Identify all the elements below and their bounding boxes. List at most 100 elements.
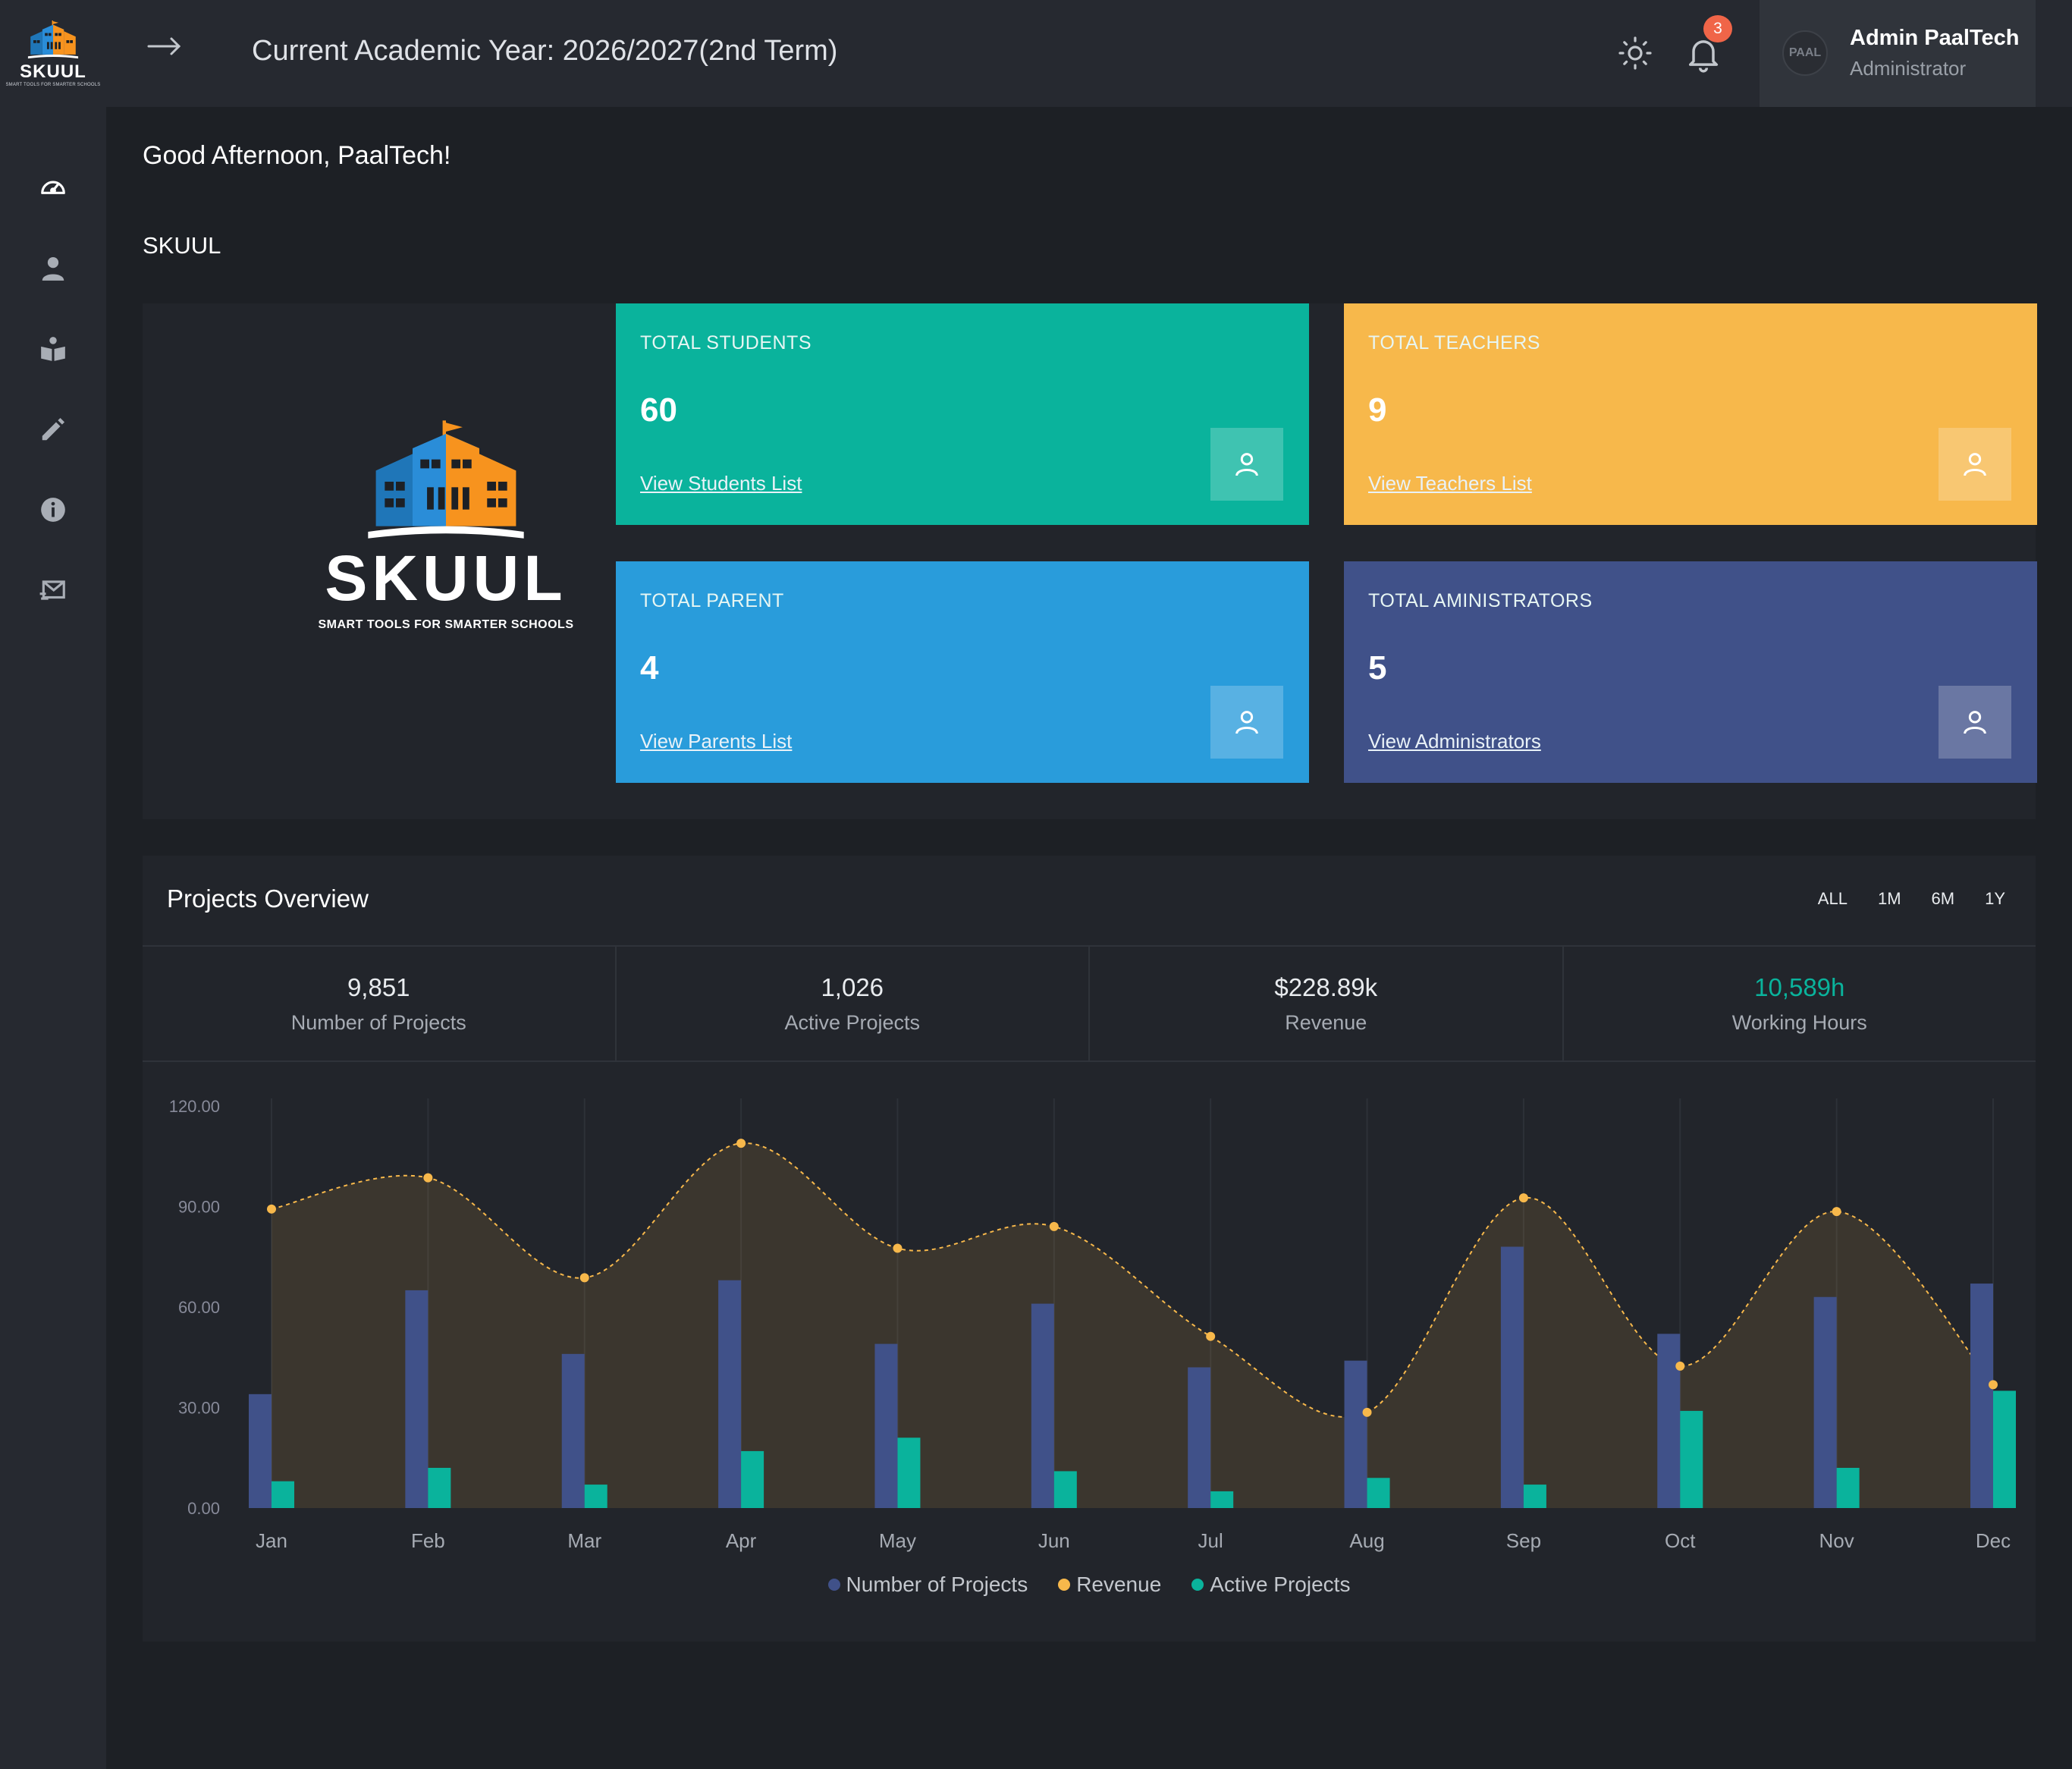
revenue-point-jan xyxy=(267,1204,276,1214)
metric-label: Active Projects xyxy=(784,1010,921,1034)
bar-number-of-projects-may xyxy=(874,1343,898,1508)
user-icon xyxy=(42,256,64,281)
revenue-point-jul xyxy=(1206,1331,1216,1341)
bar-number-of-projects-sep xyxy=(1500,1246,1524,1508)
x-tick-label: Jul xyxy=(1198,1529,1223,1552)
bar-active-projects-sep xyxy=(1523,1485,1546,1508)
revenue-point-sep xyxy=(1518,1193,1528,1203)
sidebar-item-messages[interactable] xyxy=(0,550,106,630)
school-logo-tagline: SMART TOOLS FOR SMARTER SCHOOLS xyxy=(318,618,574,631)
revenue-point-feb xyxy=(423,1173,433,1183)
sidebar-item-reading[interactable] xyxy=(0,309,106,389)
card-value: 5 xyxy=(1368,649,1387,687)
card-total-teachers: TOTAL TEACHERS 9 View Teachers List xyxy=(1344,303,2037,525)
bar-active-projects-nov xyxy=(1836,1468,1860,1508)
x-tick-label: Jun xyxy=(1038,1529,1070,1552)
mail-send-icon xyxy=(39,580,65,600)
projects-overview-panel: Projects Overview ALL 1M 6M 1Y 9,851 Num… xyxy=(143,856,2036,1642)
x-tick-label: Dec xyxy=(1976,1529,2011,1552)
legend-label: Revenue xyxy=(1076,1573,1162,1596)
brand-logo[interactable]: SKUUL SMART TOOLS FOR SMARTER SCHOOLS xyxy=(0,0,106,107)
bar-active-projects-apr xyxy=(741,1450,764,1508)
school-logo-name: SKUUL xyxy=(325,542,567,614)
card-value: 9 xyxy=(1368,391,1387,429)
revenue-point-dec xyxy=(1989,1380,1998,1390)
range-1m-button[interactable]: 1M xyxy=(1877,889,1901,908)
chart-title: Projects Overview xyxy=(167,884,369,913)
metric-label: Number of Projects xyxy=(290,1010,466,1034)
card-label: TOTAL PARENT xyxy=(640,590,784,611)
notifications-button[interactable] xyxy=(1684,33,1723,73)
legend-revenue[interactable]: Revenue xyxy=(1058,1573,1161,1597)
projects-chart: 0.00 30.00 60.00 90.00 120.00 Jan Feb Mar Apr May… xyxy=(169,1097,2016,1552)
topbar: Current Academic Year: 2026/2027(2nd Ter… xyxy=(106,0,2072,107)
bar-number-of-projects-apr xyxy=(718,1280,742,1508)
sidebar-item-dashboard[interactable] xyxy=(0,148,106,228)
view-parents-link[interactable]: View Parents List xyxy=(640,730,793,753)
user-outline-icon xyxy=(1964,711,1986,734)
section-title: SKUUL xyxy=(143,232,221,259)
metric-revenue: $228.89k Revenue xyxy=(1090,947,1564,1060)
metric-label: Working Hours xyxy=(1731,1010,1867,1034)
revenue-point-jun xyxy=(1049,1221,1059,1231)
teachers-card-button[interactable] xyxy=(1939,428,2011,501)
metric-working-hours: 10,589h Working Hours xyxy=(1564,947,2036,1060)
range-all-button[interactable]: ALL xyxy=(1817,889,1848,908)
view-administrators-link[interactable]: View Administrators xyxy=(1368,730,1541,753)
view-teachers-link[interactable]: View Teachers List xyxy=(1368,472,1532,495)
x-tick-label: Apr xyxy=(726,1529,757,1552)
x-tick-label: May xyxy=(879,1529,916,1552)
arrow-right-icon xyxy=(147,37,181,55)
summary-panel: SKUUL SMART TOOLS FOR SMARTER SCHOOLS TO… xyxy=(143,303,2037,819)
revenue-point-aug xyxy=(1362,1407,1372,1417)
user-name: Admin PaalTech xyxy=(1850,26,2020,50)
revenue-area xyxy=(272,1142,1993,1508)
legend-active-projects[interactable]: Active Projects xyxy=(1191,1573,1350,1597)
legend-marker xyxy=(1191,1579,1204,1591)
card-label: TOTAL AMINISTRATORS xyxy=(1368,590,1593,611)
sidebar-item-users[interactable] xyxy=(0,228,106,309)
bar-active-projects-jan xyxy=(272,1481,294,1508)
theme-toggle-button[interactable] xyxy=(1617,35,1653,71)
metric-value: $228.89k xyxy=(1274,972,1378,1001)
school-building-icon xyxy=(368,420,524,539)
metric-number-of-projects: 9,851 Number of Projects xyxy=(143,947,617,1060)
view-students-link[interactable]: View Students List xyxy=(640,472,802,495)
metric-value: 1,026 xyxy=(821,972,884,1001)
sidebar-item-edit[interactable] xyxy=(0,389,106,470)
y-tick-label: 60.00 xyxy=(178,1298,220,1317)
sun-icon xyxy=(1618,36,1652,70)
brand-tagline: SMART TOOLS FOR SMARTER SCHOOLS xyxy=(5,82,101,87)
user-outline-icon xyxy=(1235,453,1258,476)
user-role: Administrator xyxy=(1850,57,1967,80)
bar-active-projects-feb xyxy=(428,1468,451,1508)
sidebar-toggle-button[interactable] xyxy=(144,29,187,64)
y-tick-label: 0.00 xyxy=(187,1499,220,1518)
bar-active-projects-jul xyxy=(1210,1491,1234,1508)
bar-number-of-projects-mar xyxy=(561,1353,585,1508)
y-tick-label: 30.00 xyxy=(178,1399,220,1418)
legend-number-of-projects[interactable]: Number of Projects xyxy=(827,1573,1028,1597)
user-outline-icon xyxy=(1235,711,1258,734)
bar-number-of-projects-aug xyxy=(1344,1360,1367,1508)
book-reader-icon xyxy=(41,337,65,361)
students-card-button[interactable] xyxy=(1210,428,1283,501)
legend-marker xyxy=(1058,1579,1071,1591)
card-total-administrators: TOTAL AMINISTRATORS 5 View Administrator… xyxy=(1344,561,2037,783)
range-6m-button[interactable]: 6M xyxy=(1931,889,1955,908)
bar-number-of-projects-nov xyxy=(1813,1296,1837,1508)
metric-value: 9,851 xyxy=(347,972,410,1001)
parents-card-button[interactable] xyxy=(1210,686,1283,759)
range-1y-button[interactable]: 1Y xyxy=(1985,889,2005,908)
bar-active-projects-aug xyxy=(1367,1478,1390,1508)
x-tick-label: Aug xyxy=(1349,1529,1384,1552)
bar-active-projects-oct xyxy=(1680,1410,1703,1508)
user-menu[interactable]: PAAL Admin PaalTech Administrator xyxy=(1760,0,2036,107)
bar-number-of-projects-jun xyxy=(1031,1303,1054,1508)
user-outline-icon xyxy=(1964,453,1986,476)
card-value: 4 xyxy=(640,649,659,687)
x-tick-label: Nov xyxy=(1819,1529,1854,1552)
bar-active-projects-jun xyxy=(1053,1471,1077,1508)
administrators-card-button[interactable] xyxy=(1939,686,2011,759)
sidebar-item-info[interactable] xyxy=(0,470,106,550)
